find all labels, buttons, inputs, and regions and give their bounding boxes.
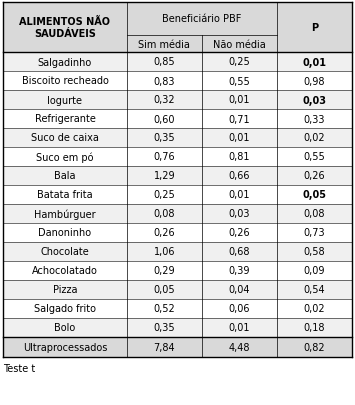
Text: 0,26: 0,26 — [154, 228, 175, 238]
Text: 1,29: 1,29 — [154, 171, 175, 181]
Text: 0,83: 0,83 — [154, 76, 175, 86]
Text: 0,02: 0,02 — [304, 133, 325, 143]
Text: Bala: Bala — [54, 171, 76, 181]
Text: 0,05: 0,05 — [302, 190, 327, 200]
Text: 0,66: 0,66 — [229, 171, 250, 181]
Text: 0,04: 0,04 — [229, 285, 250, 295]
Text: 0,82: 0,82 — [304, 342, 325, 352]
Bar — [3, 318, 352, 337]
Text: 0,03: 0,03 — [229, 209, 250, 219]
Text: Chocolate: Chocolate — [40, 247, 89, 257]
Text: Bolo: Bolo — [54, 323, 76, 333]
Bar — [3, 53, 352, 72]
Text: 0,32: 0,32 — [154, 95, 175, 105]
Text: 0,76: 0,76 — [154, 152, 175, 162]
Text: 1,06: 1,06 — [154, 247, 175, 257]
Bar — [3, 224, 352, 243]
Bar — [3, 91, 352, 110]
Text: Hambúrguer: Hambúrguer — [34, 209, 96, 219]
Bar — [127, 3, 277, 36]
Text: 0,60: 0,60 — [154, 114, 175, 124]
Text: 0,39: 0,39 — [229, 266, 250, 276]
Bar — [3, 72, 352, 91]
Bar — [3, 166, 352, 185]
Text: 0,01: 0,01 — [229, 323, 250, 333]
Bar — [277, 3, 352, 53]
Text: 0,09: 0,09 — [304, 266, 325, 276]
Text: 0,01: 0,01 — [229, 190, 250, 200]
Text: 0,54: 0,54 — [304, 285, 325, 295]
Text: Batata frita: Batata frita — [37, 190, 93, 200]
Bar — [3, 280, 352, 299]
Text: Pizza: Pizza — [53, 285, 77, 295]
Text: 0,01: 0,01 — [229, 133, 250, 143]
Bar — [3, 110, 352, 129]
Text: 0,55: 0,55 — [229, 76, 250, 86]
Text: 0,29: 0,29 — [154, 266, 175, 276]
Bar — [3, 129, 352, 148]
Text: 7,84: 7,84 — [154, 342, 175, 352]
Bar — [127, 36, 202, 53]
Text: 0,08: 0,08 — [154, 209, 175, 219]
Text: Beneficiário PBF: Beneficiário PBF — [162, 15, 242, 24]
Text: Refrigerante: Refrigerante — [34, 114, 95, 124]
Text: Iogurte: Iogurte — [48, 95, 82, 105]
Bar — [3, 3, 127, 53]
Text: 0,03: 0,03 — [302, 95, 327, 105]
Text: Ultraprocessados: Ultraprocessados — [23, 342, 107, 352]
Text: P: P — [311, 23, 318, 33]
Text: 0,06: 0,06 — [229, 304, 250, 314]
Text: Danoninho: Danoninho — [38, 228, 92, 238]
Text: 0,25: 0,25 — [153, 190, 175, 200]
Text: 0,55: 0,55 — [304, 152, 326, 162]
Text: 0,35: 0,35 — [154, 133, 175, 143]
Text: 0,26: 0,26 — [304, 171, 325, 181]
Text: 0,01: 0,01 — [302, 58, 327, 67]
Text: Salgado frito: Salgado frito — [34, 304, 96, 314]
Text: 0,01: 0,01 — [229, 95, 250, 105]
Text: 0,25: 0,25 — [229, 58, 250, 67]
Text: 0,68: 0,68 — [229, 247, 250, 257]
Text: Teste t: Teste t — [3, 363, 35, 373]
Bar — [3, 243, 352, 261]
Text: Não média: Não média — [213, 39, 266, 49]
Text: 0,02: 0,02 — [304, 304, 325, 314]
Bar — [202, 36, 277, 53]
Text: Salgadinho: Salgadinho — [38, 58, 92, 67]
Text: 0,33: 0,33 — [304, 114, 325, 124]
Text: 0,85: 0,85 — [154, 58, 175, 67]
Text: 0,98: 0,98 — [304, 76, 325, 86]
Text: 0,52: 0,52 — [153, 304, 175, 314]
Text: 0,58: 0,58 — [304, 247, 325, 257]
Bar — [3, 205, 352, 224]
Text: Suco de caixa: Suco de caixa — [31, 133, 99, 143]
Text: Suco em pó: Suco em pó — [36, 152, 94, 162]
Text: Biscoito recheado: Biscoito recheado — [22, 76, 108, 86]
Text: 0,81: 0,81 — [229, 152, 250, 162]
Text: Achocolatado: Achocolatado — [32, 266, 98, 276]
Text: 0,35: 0,35 — [154, 323, 175, 333]
Text: 0,26: 0,26 — [229, 228, 250, 238]
Bar — [3, 299, 352, 318]
Bar — [3, 185, 352, 205]
Text: 0,71: 0,71 — [229, 114, 250, 124]
Bar — [3, 148, 352, 166]
Text: 0,08: 0,08 — [304, 209, 325, 219]
Text: 0,73: 0,73 — [304, 228, 325, 238]
Text: 0,05: 0,05 — [154, 285, 175, 295]
Text: 0,18: 0,18 — [304, 323, 325, 333]
Text: 4,48: 4,48 — [229, 342, 250, 352]
Bar — [3, 337, 352, 357]
Text: Sim média: Sim média — [138, 39, 190, 49]
Bar — [3, 261, 352, 280]
Text: ALIMENTOS NÃO
SAUDÁVEIS: ALIMENTOS NÃO SAUDÁVEIS — [20, 17, 110, 39]
